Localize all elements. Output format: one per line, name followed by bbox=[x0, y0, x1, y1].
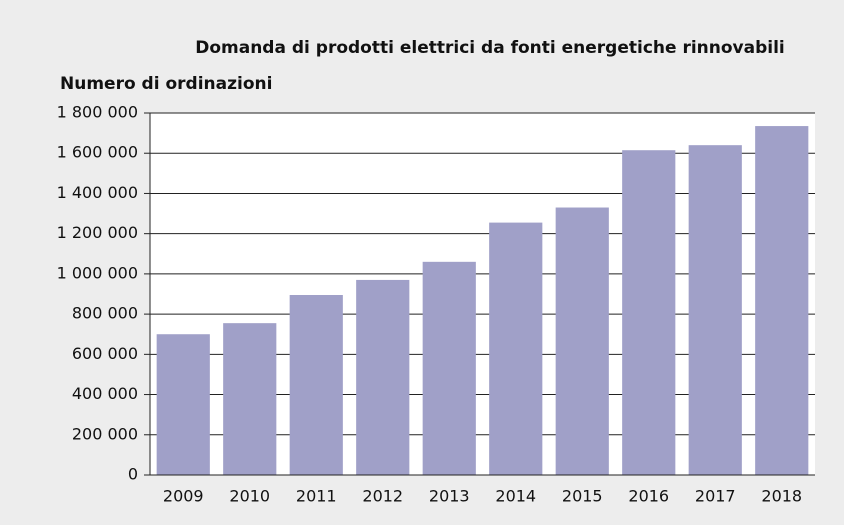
bar bbox=[289, 295, 343, 475]
bar bbox=[555, 207, 609, 475]
y-tick-label: 1 200 000 bbox=[57, 223, 138, 242]
bar bbox=[422, 261, 476, 475]
y-tick-label: 600 000 bbox=[72, 344, 138, 363]
x-tick-label: 2013 bbox=[429, 487, 470, 506]
y-tick-label: 800 000 bbox=[72, 304, 138, 323]
x-tick-label: 2014 bbox=[495, 487, 536, 506]
x-tick-label: 2018 bbox=[761, 487, 802, 506]
x-tick-label: 2017 bbox=[695, 487, 736, 506]
chart-title: Domanda di prodotti elettrici da fonti e… bbox=[195, 38, 785, 58]
bar bbox=[156, 334, 210, 475]
y-tick-label: 1 000 000 bbox=[57, 263, 138, 282]
x-tick-label: 2011 bbox=[296, 487, 337, 506]
bar bbox=[622, 150, 676, 475]
bar bbox=[356, 279, 410, 475]
x-tick-label: 2009 bbox=[163, 487, 204, 506]
y-tick-label: 1 600 000 bbox=[57, 143, 138, 162]
y-tick-label: 1 400 000 bbox=[57, 183, 138, 202]
y-axis-label: Numero di ordinazioni bbox=[60, 74, 272, 94]
y-tick-label: 200 000 bbox=[72, 424, 138, 443]
y-tick-label: 1 800 000 bbox=[57, 103, 138, 122]
x-tick-label: 2015 bbox=[562, 487, 603, 506]
x-tick-label: 2010 bbox=[229, 487, 270, 506]
bar bbox=[489, 222, 543, 475]
bar bbox=[223, 323, 277, 475]
y-tick-label: 0 bbox=[128, 465, 138, 484]
bar bbox=[688, 145, 742, 475]
y-tick-label: 400 000 bbox=[72, 384, 138, 403]
bar bbox=[755, 126, 809, 476]
x-tick-label: 2016 bbox=[628, 487, 669, 506]
x-tick-label: 2012 bbox=[362, 487, 403, 506]
